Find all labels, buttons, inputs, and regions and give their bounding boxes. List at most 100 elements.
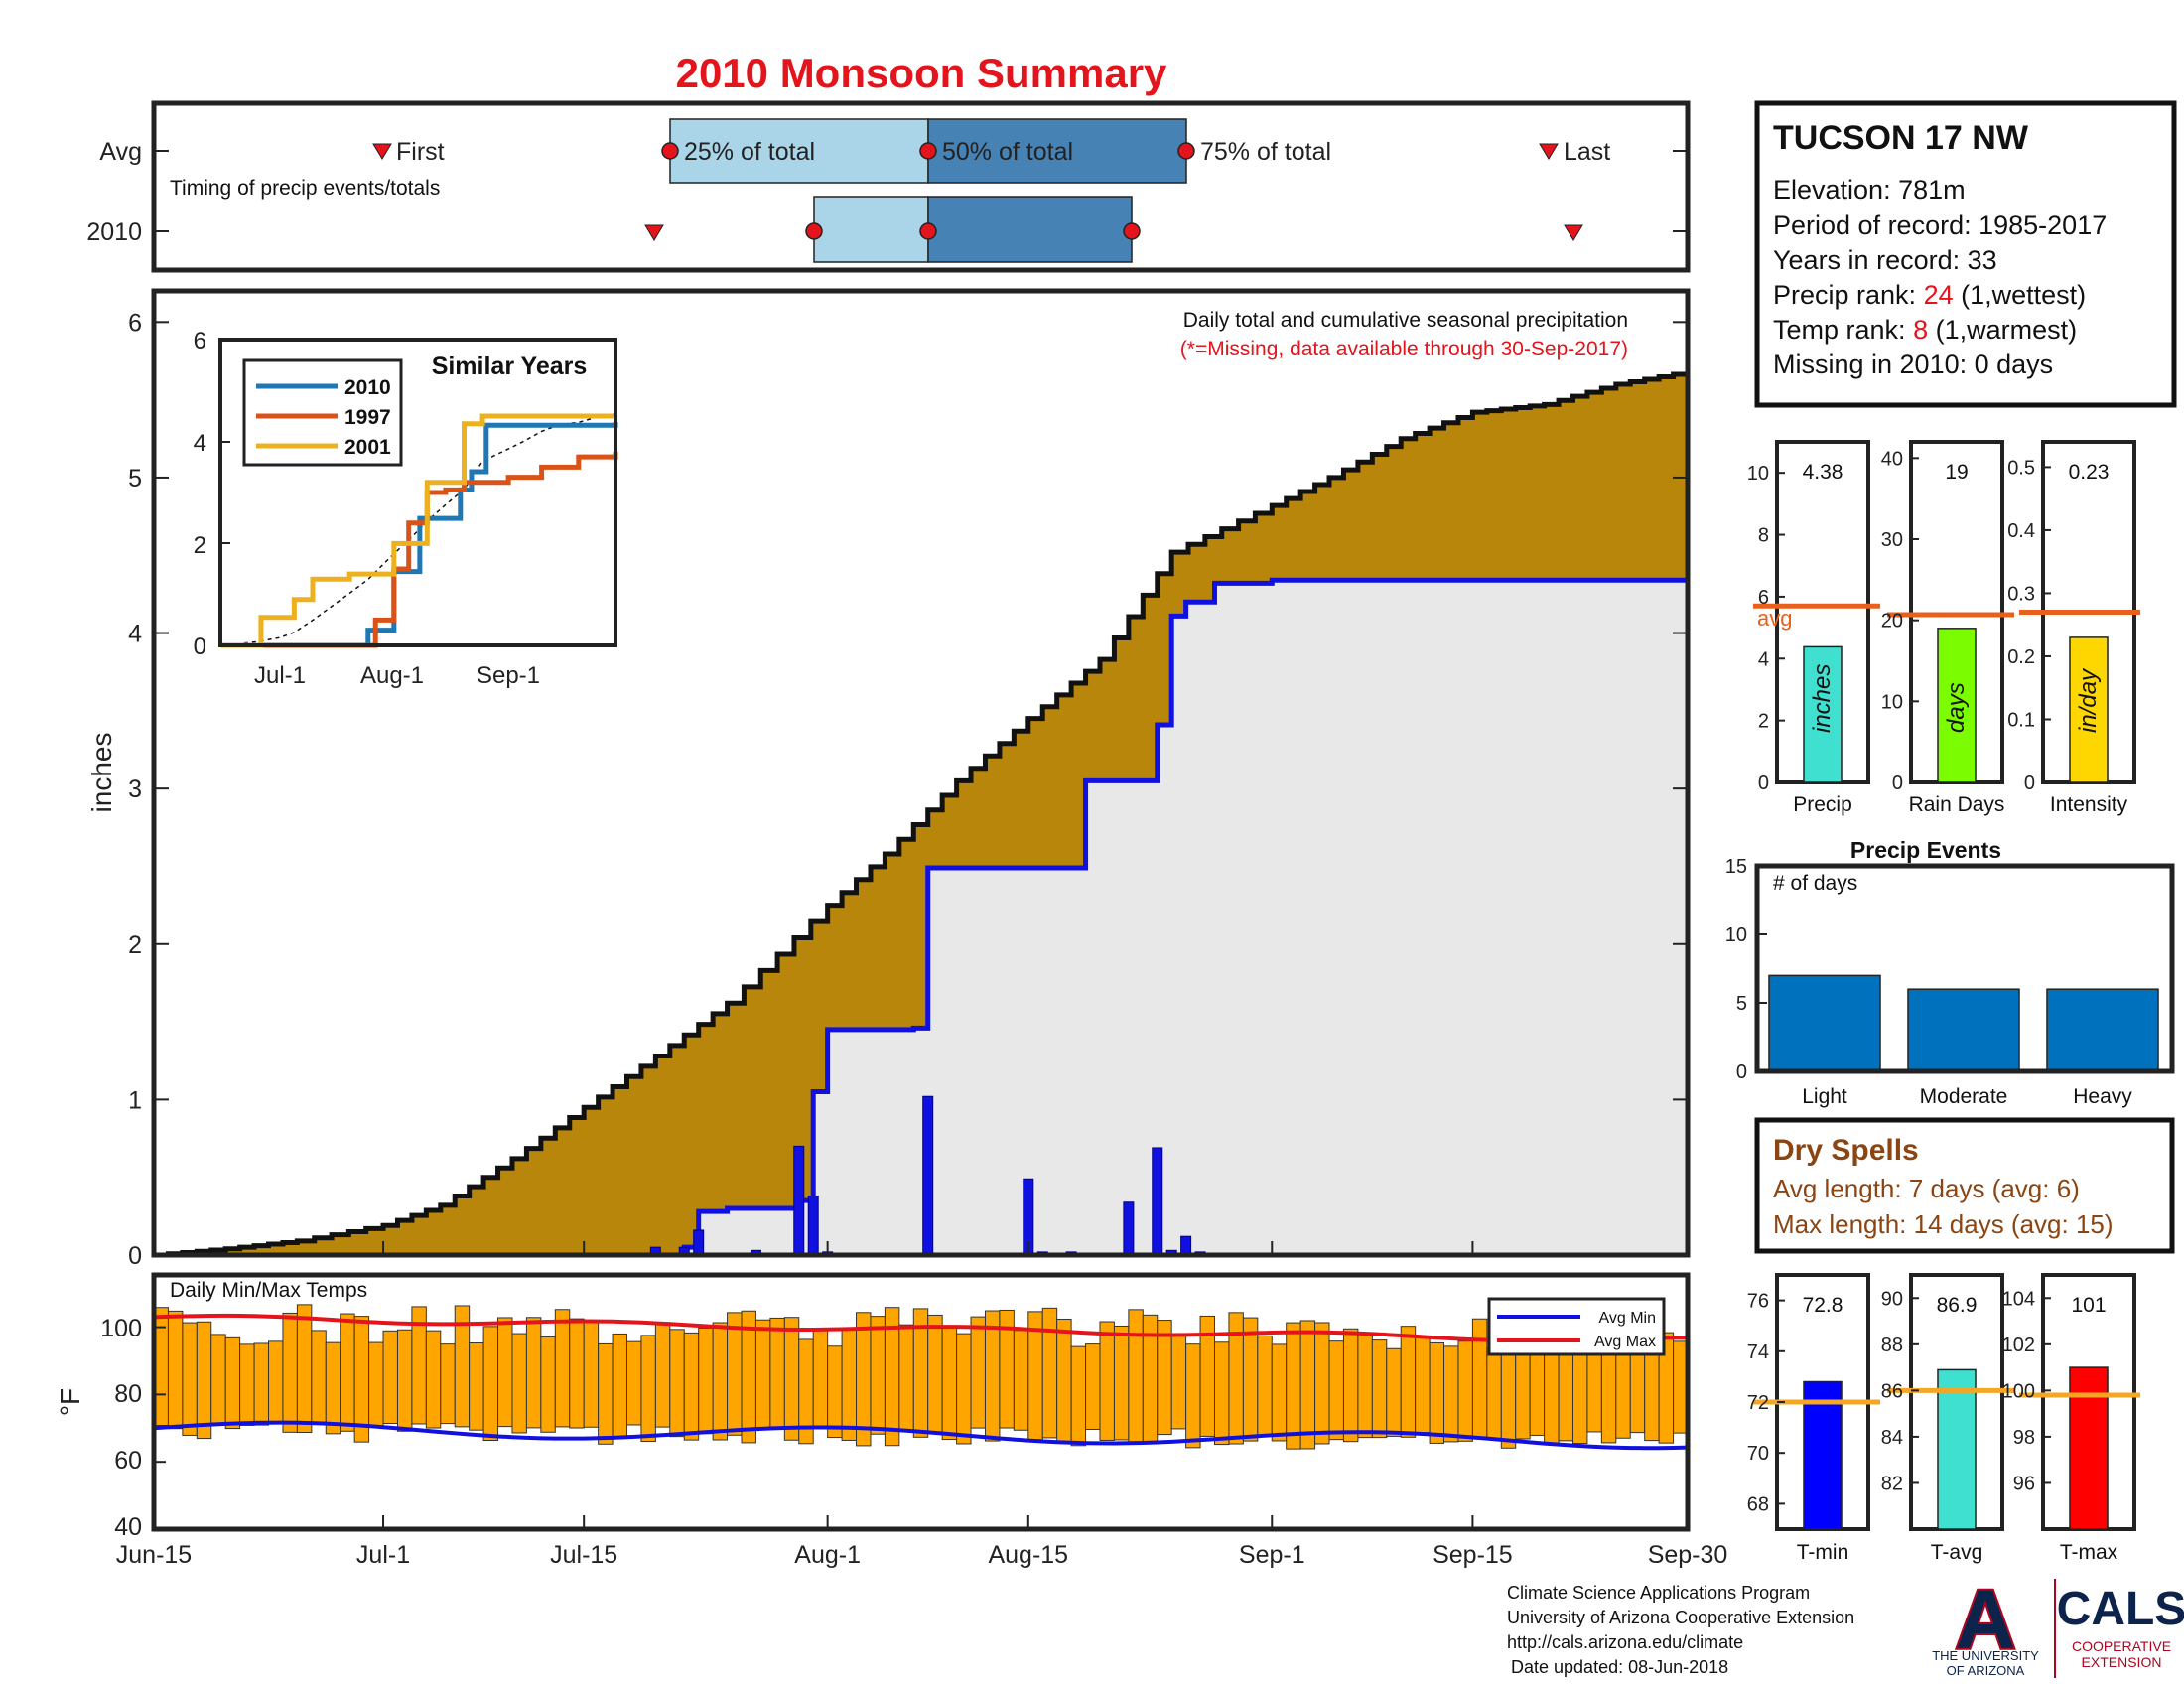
xtick-label: Aug-1 bbox=[794, 1541, 861, 1569]
daily-precip-bar bbox=[1123, 1201, 1135, 1256]
ua-logo-letter: A bbox=[1956, 1573, 2016, 1666]
events-ytick-label: 0 bbox=[1736, 1061, 1747, 1083]
events-xtick-Moderate: Moderate bbox=[1920, 1085, 2008, 1108]
ua-logo-line-1: THE UNIVERSITY bbox=[1932, 1648, 2039, 1663]
timing-panel: Avg 2010 Timing of precip events/totals … bbox=[86, 100, 1691, 273]
footer: Climate Science Applications Program Uni… bbox=[1507, 1571, 2184, 1678]
stat-value-T-avg: 86.9 bbox=[1937, 1294, 1978, 1317]
daily-temp-bar bbox=[1386, 1347, 1402, 1437]
daily-temp-bar bbox=[540, 1336, 556, 1433]
stat-value-Rain Days: 19 bbox=[1945, 461, 1968, 484]
avg-50-75-box bbox=[927, 118, 1187, 184]
daily-temp-bar bbox=[1357, 1333, 1373, 1439]
page-title: 2010 Monsoon Summary bbox=[676, 50, 1167, 96]
stat-tick-label: 4 bbox=[1758, 648, 1769, 670]
stat-tick-label: 86 bbox=[1881, 1380, 1903, 1402]
footer-line-3: http://cals.arizona.edu/climate bbox=[1507, 1632, 1743, 1652]
inset-ytick-0: 0 bbox=[194, 633, 206, 660]
station-temp-rank: Temp rank: 8 (1,warmest) bbox=[1773, 315, 2077, 345]
daily-temp-bar bbox=[440, 1343, 456, 1425]
stat-tick-label: 10 bbox=[1881, 691, 1903, 713]
main-ylabel: inches bbox=[86, 733, 117, 813]
timing-avg-row-label: Avg bbox=[99, 138, 142, 166]
inset-series-2001 bbox=[220, 413, 615, 648]
daily-temp-bar bbox=[282, 1312, 298, 1433]
timing-subtitle: Timing of precip events/totals bbox=[170, 177, 440, 200]
daily-temp-bar bbox=[1085, 1343, 1101, 1430]
stat-tick-label: 76 bbox=[1747, 1291, 1769, 1313]
y2010-50-75-box bbox=[927, 196, 1133, 263]
daily-temp-bar bbox=[841, 1329, 858, 1441]
daily-temp-bar bbox=[1271, 1343, 1288, 1442]
inset-series-1997 bbox=[220, 451, 618, 648]
avg-first-marker bbox=[372, 143, 392, 160]
dry-spells-max: Max length: 14 days (avg: 15) bbox=[1773, 1209, 2114, 1239]
avg-max-temp-line bbox=[153, 1313, 1689, 1343]
station-info-box: TUCSON 17 NW Elevation: 781m Period of r… bbox=[1754, 100, 2177, 408]
cum-2010-area bbox=[154, 574, 1688, 1255]
daily-temp-bar bbox=[469, 1342, 484, 1431]
stat-tick-label: 0.2 bbox=[2007, 646, 2035, 668]
stat-bar-Precip bbox=[1803, 645, 1843, 783]
stat-bar-T-min bbox=[1803, 1380, 1843, 1530]
stat-tick-label: 0 bbox=[1758, 773, 1769, 794]
daily-temp-bar bbox=[224, 1336, 241, 1430]
stat-tick-label: 82 bbox=[1881, 1473, 1903, 1494]
xtick-label: Jul-15 bbox=[550, 1541, 617, 1569]
stat-label-Rain Days: Rain Days bbox=[1909, 793, 2005, 816]
station-period: Period of record: 1985-2017 bbox=[1773, 211, 2107, 240]
daily-temp-bar bbox=[583, 1321, 600, 1428]
ua-logo-line-2: OF ARIZONA bbox=[1947, 1663, 2025, 1678]
timing-2010-row-label: 2010 bbox=[86, 218, 142, 246]
main-ytick-label: 4 bbox=[128, 621, 142, 648]
y2010-25-marker bbox=[805, 222, 823, 240]
daily-temp-bar bbox=[712, 1322, 729, 1441]
stat-tick-label: 40 bbox=[1881, 448, 1903, 470]
daily-temp-bar bbox=[1299, 1320, 1316, 1450]
daily-temp-bar bbox=[1128, 1309, 1144, 1444]
events-ytick-label: 5 bbox=[1736, 993, 1747, 1015]
daily-temp-bar bbox=[253, 1342, 270, 1426]
daily-temp-bar bbox=[353, 1316, 370, 1443]
daily-temp-bar bbox=[1429, 1341, 1445, 1444]
daily-temp-bar bbox=[1013, 1330, 1029, 1431]
stat-bar-Intensity bbox=[2069, 636, 2109, 783]
main-ytick-label: 0 bbox=[128, 1242, 142, 1270]
stat-tick-label: 70 bbox=[1747, 1443, 1769, 1465]
daily-temp-bar bbox=[1157, 1320, 1172, 1436]
daily-temp-bar bbox=[311, 1330, 327, 1424]
inset-ytick-4: 4 bbox=[194, 430, 206, 457]
daily-temp-bar bbox=[268, 1340, 284, 1424]
cals-logo-line-1: COOPERATIVE bbox=[2072, 1638, 2171, 1654]
stat-tick-label: 104 bbox=[2002, 1288, 2035, 1310]
daily-temp-bar bbox=[612, 1333, 627, 1439]
inset-ytick-2: 2 bbox=[194, 532, 206, 559]
xtick-label: Sep-15 bbox=[1433, 1541, 1513, 1569]
daily-temp-bar bbox=[239, 1343, 255, 1426]
stat-tick-label: 74 bbox=[1747, 1341, 1769, 1363]
stat-value-Precip: 4.38 bbox=[1803, 461, 1843, 484]
stat-tick-label: 88 bbox=[1881, 1335, 1903, 1356]
avg-25-marker bbox=[661, 142, 679, 160]
precip-events-chart: Precip Events Light Moderate Heavy 0 5 10 15 #… bbox=[1725, 837, 2175, 1108]
cals-logo-line-2: EXTENSION bbox=[2082, 1654, 2162, 1670]
inset-xtick-sep1: Sep-1 bbox=[477, 662, 540, 689]
dry-spells-title: Dry Spells bbox=[1773, 1134, 1919, 1167]
station-missing: Missing in 2010: 0 days bbox=[1773, 350, 2053, 379]
daily-temp-bar bbox=[898, 1324, 914, 1432]
daily-temp-bar bbox=[296, 1304, 313, 1434]
temps-legend bbox=[1487, 1297, 1666, 1356]
avg-last-label: Last bbox=[1564, 138, 1610, 166]
daily-temp-bar bbox=[325, 1341, 341, 1435]
cals-logo-text: CALS bbox=[2057, 1583, 2184, 1635]
xtick-label: Jun-15 bbox=[116, 1541, 192, 1569]
precip-avg-label: avg bbox=[1757, 606, 1792, 631]
events-xtick-Light: Light bbox=[1802, 1085, 1847, 1108]
daily-precip-bar bbox=[922, 1095, 934, 1256]
daily-temp-bar bbox=[598, 1342, 614, 1445]
daily-temp-bar bbox=[769, 1317, 785, 1429]
footer-line-4: Date updated: 08-Jun-2018 bbox=[1511, 1657, 1728, 1677]
daily-temp-bar bbox=[1185, 1343, 1201, 1449]
daily-temp-bar bbox=[1457, 1340, 1473, 1442]
daily-temp-bar bbox=[1214, 1341, 1230, 1446]
